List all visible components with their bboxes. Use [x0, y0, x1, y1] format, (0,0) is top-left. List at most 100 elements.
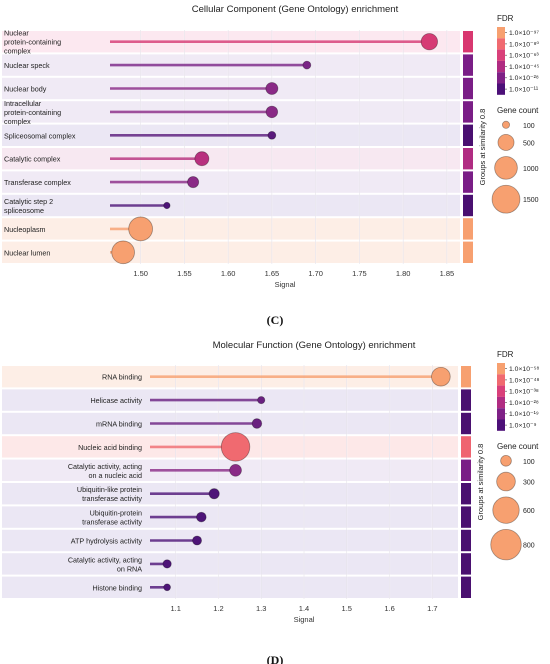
group-strip-cell	[463, 218, 473, 240]
x-tick-label: 1.55	[177, 269, 192, 278]
term-label-line: mRNA binding	[96, 420, 142, 429]
x-axis-label: Signal	[294, 615, 315, 624]
group-strip-cell	[461, 412, 471, 435]
group-strip-cell	[463, 171, 473, 193]
size-legend-label: 800	[523, 543, 535, 550]
x-tick-label: 1.70	[308, 269, 323, 278]
fdr-legend-label: 1.0×10⁻⁹	[509, 423, 537, 430]
size-legend-circle	[490, 528, 522, 561]
term-label-line: Ubiquitin-like protein	[77, 485, 142, 494]
fdr-color-swatch	[497, 38, 505, 50]
lollipop-point	[128, 216, 153, 242]
term-label-line: transferase activity	[82, 518, 142, 527]
x-tick-label: 1.1	[170, 604, 180, 613]
lollipop-point	[257, 396, 266, 405]
fdr-legend-label: 1.0×10⁻¹⁹	[509, 411, 539, 418]
lollipop-point	[265, 105, 279, 119]
fdr-color-swatch	[497, 27, 505, 39]
group-strip-cell	[463, 194, 473, 217]
lollipop-point	[208, 488, 220, 500]
term-label-line: Nuclear body	[4, 85, 47, 94]
term-label-line: RNA binding	[102, 373, 142, 382]
lollipop-point	[420, 33, 438, 51]
fdr-legend-label: 1.0×10⁻⁶³	[509, 53, 539, 60]
fdr-legend-label: 1.0×10⁻⁹⁷	[509, 30, 539, 37]
row-band	[2, 529, 458, 552]
fdr-color-swatch	[497, 374, 505, 386]
lollipop-point	[196, 511, 207, 523]
size-legend-label: 100	[523, 123, 535, 130]
lollipop-point	[194, 151, 210, 167]
fdr-color-swatch	[497, 83, 505, 95]
term-label-line: complex	[4, 117, 31, 126]
row-band	[2, 171, 460, 193]
term-label-line: Spliceosomal complex	[4, 131, 76, 140]
term-label-line: Nucleic acid binding	[78, 443, 142, 452]
term-label: Nuclear lumen	[4, 248, 50, 257]
x-tick-label: 1.65	[265, 269, 280, 278]
chart-panel-d: Molecular Function (Gene Ontology) enric…	[2, 340, 539, 664]
lollipop-point	[302, 60, 312, 70]
group-strip-cell	[463, 77, 473, 100]
fdr-color-swatch	[497, 396, 505, 409]
term-label: Catalytic activity, acting on a nucleic a…	[68, 462, 142, 480]
fdr-legend-label: 1.0×10⁻⁵⁸	[509, 366, 539, 373]
term-label-line: Catalytic complex	[4, 155, 61, 164]
group-strip-cell	[461, 506, 471, 528]
term-label-line: Catalytic step 2	[4, 197, 53, 206]
term-label: Intracellular protein-containing complex	[4, 99, 61, 126]
group-strip-cell	[461, 483, 471, 505]
panel-letter: (D)	[267, 653, 284, 664]
group-strip-cell	[463, 54, 473, 76]
term-label: Nucleic acid binding	[78, 443, 142, 452]
fdr-legend-label: 1.0×10⁻²⁸	[509, 400, 539, 407]
lollipop-point	[265, 82, 279, 95]
fdr-color-swatch	[497, 408, 505, 420]
lollipop-point	[192, 535, 202, 546]
size-legend-label: 1000	[523, 166, 539, 173]
group-strip-cell	[461, 389, 471, 411]
group-strip-cell	[461, 436, 471, 458]
fdr-legend-label: 1.0×10⁻⁴⁸	[509, 377, 539, 384]
fdr-legend-label: 1.0×10⁻²⁸	[509, 75, 539, 82]
term-label: Histone binding	[92, 583, 142, 592]
term-label: Ubiquitin-like protein transferase activi…	[77, 485, 143, 503]
term-label: Transferase complex	[4, 178, 71, 187]
term-label: Nuclear body	[4, 85, 47, 94]
term-label-line: Ubiquitin-protein	[90, 509, 142, 518]
size-legend-label: 600	[523, 508, 535, 515]
term-label-line: Catalytic activity, acting	[68, 555, 142, 564]
fdr-color-swatch	[497, 363, 505, 375]
fdr-legend-label: 1.0×10⁻⁴⁵	[509, 64, 539, 71]
term-label: mRNA binding	[96, 420, 142, 429]
x-tick-label: 1.85	[440, 269, 455, 278]
group-strip-cell	[463, 124, 473, 146]
term-label-line: on a nucleic acid	[88, 471, 142, 480]
fdr-color-swatch	[497, 60, 505, 73]
fdr-color-swatch	[497, 49, 505, 61]
group-axis-label: Groups at similarity 0.8	[478, 109, 487, 186]
size-legend-circle	[500, 454, 512, 467]
term-label: Spliceosomal complex	[4, 131, 76, 140]
fdr-legend-title: FDR	[497, 350, 514, 359]
row-band	[2, 506, 458, 528]
term-label: Nuclear speck	[4, 61, 50, 70]
term-label-line: transferase activity	[82, 494, 142, 503]
lollipop-point	[267, 130, 277, 140]
row-band	[2, 194, 460, 217]
lollipop-point	[163, 583, 171, 592]
term-label-line: ATP hydrolysis activity	[71, 537, 143, 546]
size-legend-circle	[497, 133, 515, 151]
x-tick-label: 1.50	[133, 269, 148, 278]
term-label-line: on RNA	[117, 564, 142, 573]
size-legend-circle	[491, 184, 521, 214]
size-legend-label: 1500	[523, 197, 539, 204]
row-band	[2, 553, 458, 575]
lollipop-point	[111, 240, 135, 265]
row-band	[2, 218, 460, 240]
chart-title: Molecular Function (Gene Ontology) enric…	[213, 340, 416, 351]
term-label-line: Nuclear lumen	[4, 248, 50, 257]
chart-title: Cellular Component (Gene Ontology) enric…	[192, 4, 399, 15]
group-strip-cell	[461, 366, 471, 388]
size-legend-label: 100	[523, 459, 535, 466]
